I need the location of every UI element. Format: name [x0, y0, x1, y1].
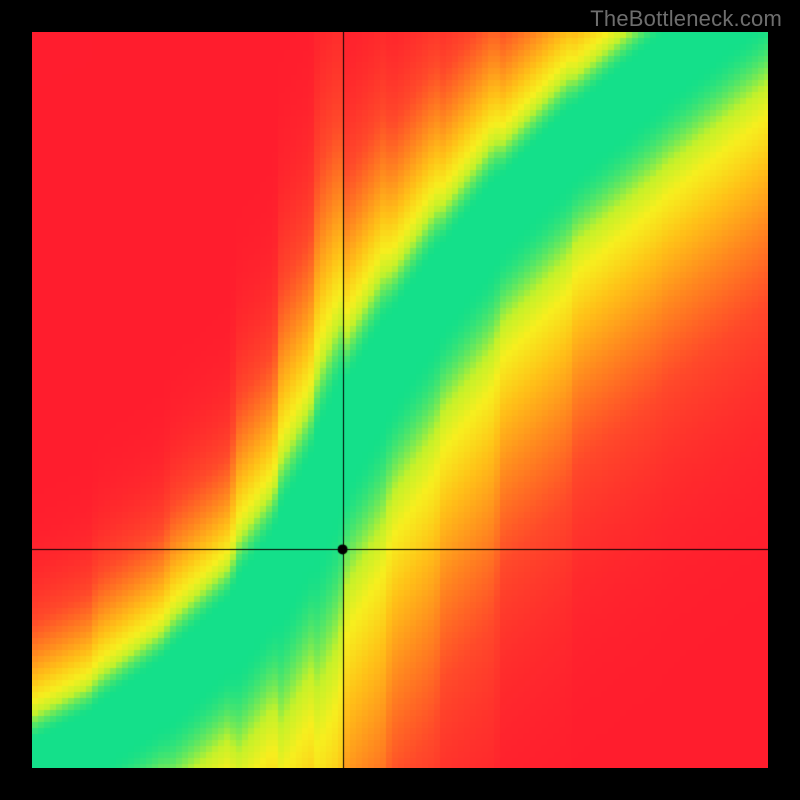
heatmap-plot	[32, 32, 768, 768]
heatmap-canvas	[32, 32, 768, 768]
watermark-text: TheBottleneck.com	[590, 6, 782, 32]
